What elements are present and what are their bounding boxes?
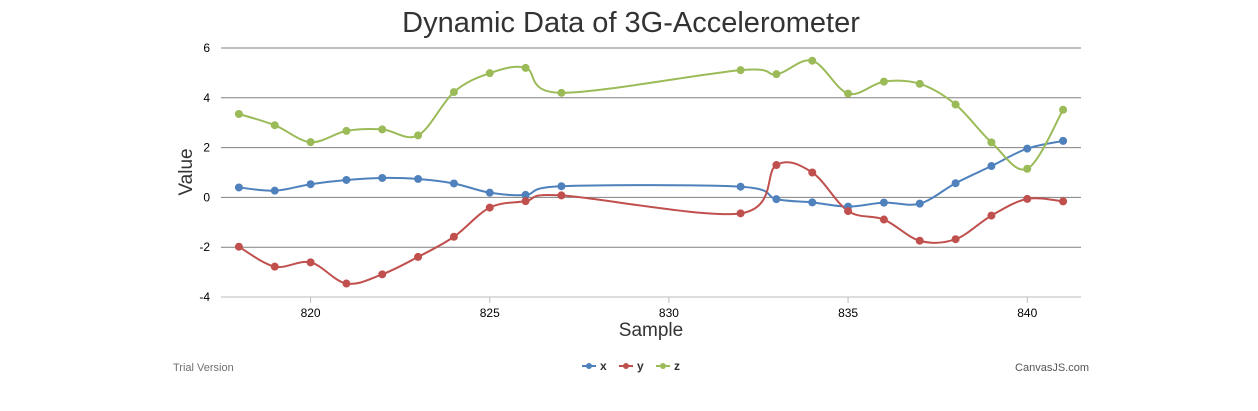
- y-tick-label: -2: [199, 240, 210, 254]
- legend-dot-marker: [586, 363, 592, 369]
- data-point-z[interactable]: [521, 63, 530, 72]
- data-point-x[interactable]: [1023, 144, 1032, 153]
- x-tick-label: 840: [1017, 306, 1037, 320]
- data-point-z[interactable]: [449, 88, 458, 97]
- y-tick-label: 4: [203, 91, 210, 105]
- data-point-x[interactable]: [234, 183, 243, 192]
- data-point-x[interactable]: [270, 186, 279, 195]
- data-point-y[interactable]: [342, 279, 351, 288]
- data-point-z[interactable]: [987, 138, 996, 147]
- x-tick-label: 820: [301, 306, 321, 320]
- data-point-z[interactable]: [772, 70, 781, 79]
- data-point-x[interactable]: [342, 175, 351, 184]
- data-point-y[interactable]: [1059, 197, 1068, 206]
- gridlines: [221, 47, 1081, 298]
- legend-dot-marker: [623, 363, 629, 369]
- series-line-z: [238, 59, 1064, 171]
- data-point-x[interactable]: [449, 179, 458, 188]
- legend-item-y[interactable]: y: [619, 359, 644, 373]
- data-point-y[interactable]: [808, 168, 817, 177]
- data-point-x[interactable]: [306, 180, 315, 189]
- series-points: [234, 56, 1068, 288]
- data-point-x[interactable]: [1059, 136, 1068, 145]
- data-point-y[interactable]: [378, 270, 387, 279]
- legend-dot-marker: [660, 363, 666, 369]
- data-point-x[interactable]: [521, 190, 530, 199]
- data-point-z[interactable]: [915, 79, 924, 88]
- data-point-z[interactable]: [1023, 164, 1032, 173]
- x-tick-label: 830: [659, 306, 679, 320]
- data-point-y[interactable]: [270, 262, 279, 271]
- x-axis: 820 825 830 835 840: [221, 296, 1081, 320]
- x-tick-label: 825: [480, 306, 500, 320]
- data-point-y[interactable]: [306, 258, 315, 267]
- legend-item-x[interactable]: x: [582, 359, 607, 373]
- y-tick-label: -4: [199, 290, 210, 304]
- x-axis-label: Sample: [619, 320, 683, 341]
- data-point-z[interactable]: [306, 138, 315, 147]
- series-line-x: [238, 139, 1064, 208]
- data-point-y[interactable]: [1023, 194, 1032, 203]
- data-point-z[interactable]: [270, 121, 279, 130]
- data-point-z[interactable]: [951, 100, 960, 109]
- legend-label: y: [637, 359, 644, 373]
- data-point-y[interactable]: [521, 197, 530, 206]
- data-point-z[interactable]: [557, 88, 566, 97]
- data-point-z[interactable]: [736, 66, 745, 75]
- data-point-y[interactable]: [844, 207, 853, 216]
- data-point-y[interactable]: [557, 191, 566, 200]
- legend-label: z: [674, 359, 680, 373]
- data-point-x[interactable]: [414, 174, 423, 183]
- data-point-x[interactable]: [951, 179, 960, 188]
- data-point-z[interactable]: [844, 89, 853, 98]
- data-point-z[interactable]: [485, 69, 494, 78]
- legend-item-z[interactable]: z: [656, 359, 680, 373]
- data-point-y[interactable]: [449, 232, 458, 241]
- data-point-z[interactable]: [342, 126, 351, 135]
- data-point-y[interactable]: [879, 215, 888, 224]
- y-axis-ticks: -4 -2 0 2 4 6: [199, 41, 210, 304]
- data-point-z[interactable]: [414, 131, 423, 140]
- data-point-y[interactable]: [772, 161, 781, 170]
- series-line-y: [238, 161, 1064, 285]
- legend-label: x: [600, 359, 607, 373]
- data-point-x[interactable]: [879, 198, 888, 207]
- x-tick-label: 835: [838, 306, 858, 320]
- y-tick-label: 6: [203, 41, 210, 55]
- data-point-y[interactable]: [414, 252, 423, 261]
- data-point-y[interactable]: [234, 242, 243, 251]
- data-point-x[interactable]: [378, 173, 387, 182]
- data-point-y[interactable]: [485, 203, 494, 212]
- data-point-x[interactable]: [987, 162, 996, 171]
- data-point-z[interactable]: [1059, 105, 1068, 114]
- data-point-z[interactable]: [808, 56, 817, 65]
- data-point-y[interactable]: [915, 236, 924, 245]
- chart-title: Dynamic Data of 3G-Accelerometer: [402, 7, 860, 39]
- data-point-x[interactable]: [772, 195, 781, 204]
- y-tick-label: 2: [203, 141, 210, 155]
- data-point-x[interactable]: [557, 182, 566, 191]
- data-point-x[interactable]: [808, 198, 817, 207]
- y-tick-label: 0: [203, 190, 210, 204]
- data-point-z[interactable]: [234, 109, 243, 118]
- data-point-x[interactable]: [485, 188, 494, 197]
- legend[interactable]: x y z: [582, 359, 680, 373]
- data-point-z[interactable]: [879, 77, 888, 86]
- data-point-x[interactable]: [915, 199, 924, 208]
- data-point-y[interactable]: [736, 209, 745, 218]
- series-lines: [238, 59, 1064, 285]
- data-point-z[interactable]: [378, 125, 387, 134]
- canvasjs-credit-link[interactable]: CanvasJS.com: [1015, 362, 1089, 374]
- data-point-y[interactable]: [951, 235, 960, 244]
- trial-version-credit: Trial Version: [173, 362, 234, 374]
- data-point-x[interactable]: [736, 182, 745, 191]
- data-point-y[interactable]: [987, 211, 996, 220]
- y-axis-label: Value: [176, 148, 197, 195]
